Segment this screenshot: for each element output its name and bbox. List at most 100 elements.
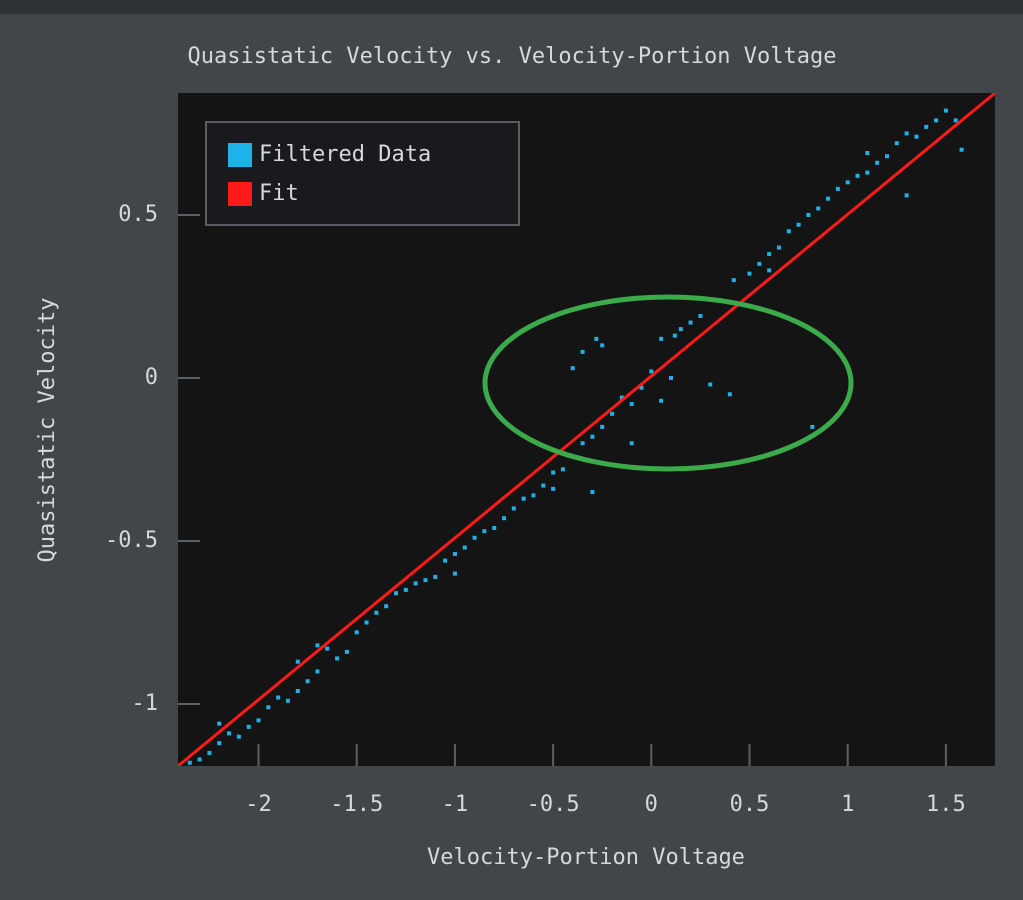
data-point — [959, 147, 964, 152]
ticks: -2 -1.5 -1 -0.5 0 0.5 1 1.5 -1 -0.5 0 0.5 — [105, 202, 966, 817]
data-point — [708, 382, 713, 387]
data-point — [295, 689, 300, 694]
data-point — [570, 366, 575, 371]
data-point — [865, 170, 870, 175]
x-tick-label: 0 — [645, 792, 658, 817]
data-point — [943, 108, 948, 113]
data-point — [904, 193, 909, 198]
data-point — [541, 483, 546, 488]
data-point — [629, 402, 634, 407]
fit-line — [178, 93, 995, 766]
data-point — [187, 760, 192, 765]
data-point — [335, 656, 340, 661]
data-point — [403, 587, 408, 592]
data-point — [855, 173, 860, 178]
data-point — [285, 698, 290, 703]
data-point — [236, 734, 241, 739]
data-point — [266, 705, 271, 710]
legend-swatch — [228, 143, 252, 167]
data-point — [924, 124, 929, 129]
data-point — [659, 398, 664, 403]
data-point — [796, 222, 801, 227]
legend: Filtered Data Fit — [205, 121, 520, 226]
data-point — [894, 141, 899, 146]
data-point — [688, 320, 693, 325]
data-point — [531, 493, 536, 498]
data-point — [767, 268, 772, 273]
data-point — [767, 252, 772, 257]
data-point — [413, 581, 418, 586]
data-point — [619, 395, 624, 400]
data-point — [649, 369, 654, 374]
data-point — [776, 245, 781, 250]
data-point — [875, 160, 880, 165]
data-point — [551, 486, 556, 491]
y-tick-label: -0.5 — [105, 528, 158, 553]
data-point — [502, 516, 507, 521]
x-tick-label: 1 — [841, 792, 854, 817]
y-tick-label: 0 — [145, 365, 158, 390]
x-tick-label: -1.5 — [330, 792, 383, 817]
data-point — [551, 470, 556, 475]
data-point — [482, 529, 487, 534]
legend-swatch — [228, 182, 252, 206]
data-point — [472, 535, 477, 540]
data-point — [521, 496, 526, 501]
x-tick-label: -0.5 — [527, 792, 580, 817]
data-point — [757, 261, 762, 266]
data-point — [884, 154, 889, 159]
data-point — [325, 646, 330, 651]
data-point — [934, 118, 939, 123]
data-point — [826, 196, 831, 201]
data-point — [610, 411, 615, 416]
y-tick-label: -1 — [132, 691, 159, 716]
y-tick-label: 0.5 — [118, 202, 158, 227]
data-point — [639, 385, 644, 390]
data-point — [305, 679, 310, 684]
data-point — [580, 349, 585, 354]
data-point — [315, 643, 320, 648]
title-bar — [0, 0, 1023, 14]
data-point — [786, 229, 791, 234]
x-tick-label: 1.5 — [926, 792, 966, 817]
data-point — [276, 695, 281, 700]
data-point — [207, 750, 212, 755]
data-point — [452, 552, 457, 557]
data-point — [865, 150, 870, 155]
x-axis-label: Velocity-Portion Voltage — [427, 845, 745, 870]
data-point — [594, 336, 599, 341]
data-point — [816, 206, 821, 211]
x-tick-label: -2 — [245, 792, 272, 817]
data-point — [727, 392, 732, 397]
data-point — [600, 343, 605, 348]
legend-label: Filtered Data — [259, 142, 431, 167]
data-point — [443, 558, 448, 563]
data-point — [580, 441, 585, 446]
data-point — [364, 620, 369, 625]
data-point — [698, 314, 703, 319]
x-tick-label: 0.5 — [730, 792, 770, 817]
data-point — [217, 741, 222, 746]
data-point — [659, 336, 664, 341]
x-tick-label: -1 — [442, 792, 469, 817]
data-point — [747, 271, 752, 276]
y-axis-label: Quasistatic Velocity — [35, 298, 60, 563]
data-point — [227, 731, 232, 736]
data-point — [560, 467, 565, 472]
data-point — [835, 186, 840, 191]
data-point — [914, 134, 919, 139]
data-point — [953, 118, 958, 123]
data-point — [511, 506, 516, 511]
data-point — [246, 724, 251, 729]
data-point — [590, 434, 595, 439]
chart-title: Quasistatic Velocity vs. Velocity-Portio… — [187, 44, 836, 69]
data-point — [492, 525, 497, 530]
data-point — [374, 610, 379, 615]
data-point — [731, 278, 736, 283]
data-point — [806, 212, 811, 217]
data-point — [629, 441, 634, 446]
data-point — [344, 649, 349, 654]
data-point — [315, 669, 320, 674]
data-point — [197, 757, 202, 762]
legend-box — [205, 121, 520, 226]
